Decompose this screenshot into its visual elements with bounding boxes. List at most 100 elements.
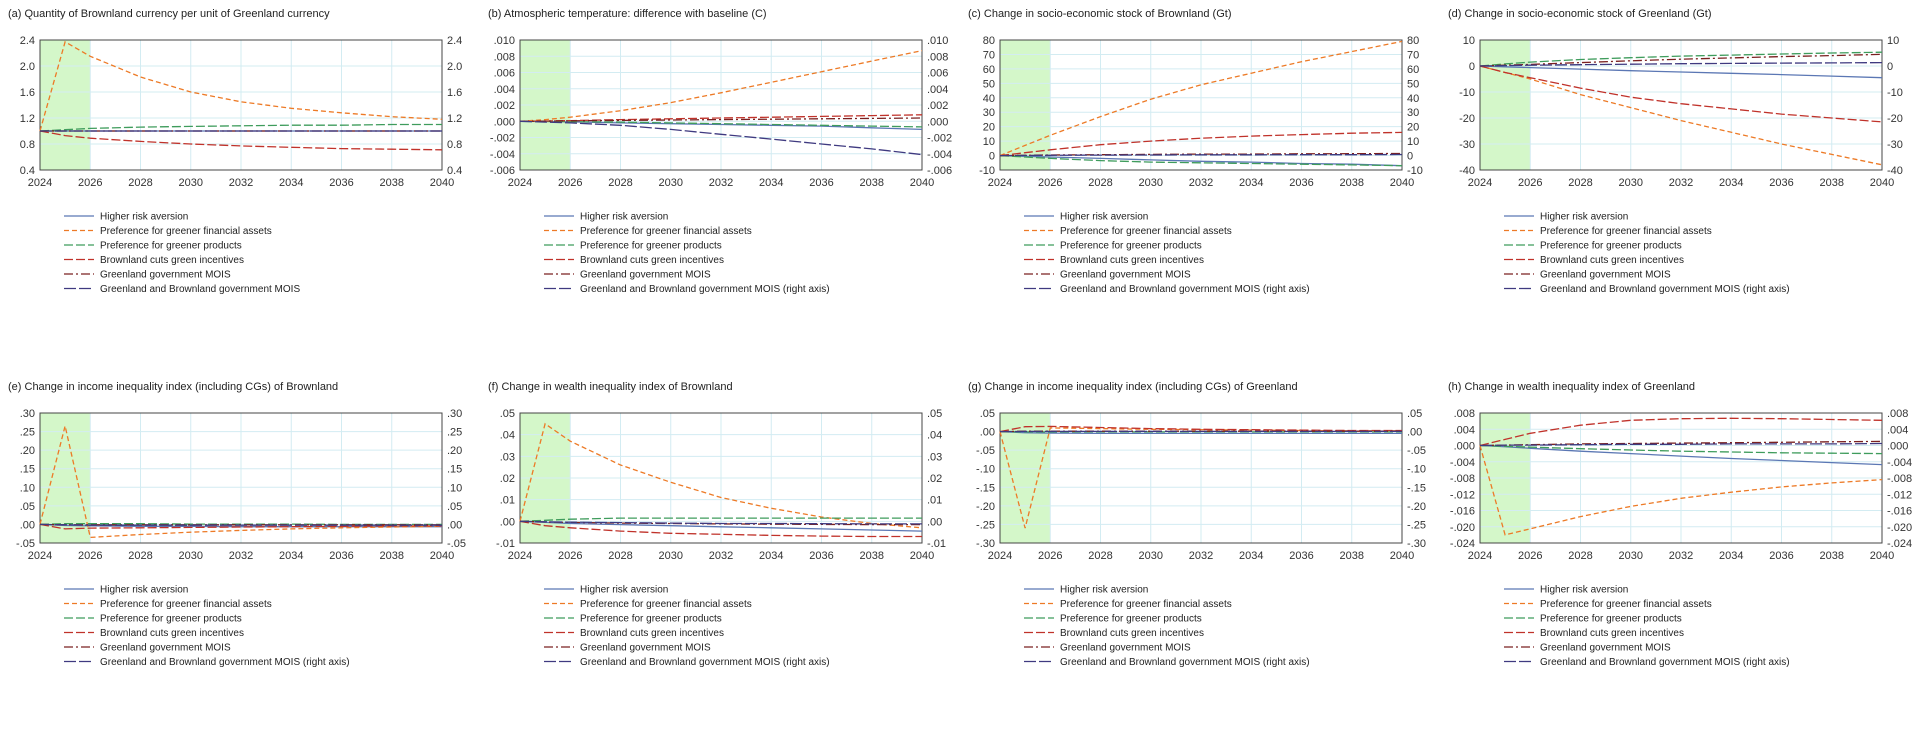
x-tick-label: 2040 <box>1390 177 1414 189</box>
y-tick-label-left: -.012 <box>1450 489 1475 501</box>
y-tick-label-left: 40 <box>983 93 995 105</box>
y-tick-label-right: .02 <box>927 473 942 485</box>
shaded-period <box>40 413 91 543</box>
series-line <box>1479 61 1883 67</box>
x-tick-label: 2036 <box>1289 177 1313 189</box>
y-tick-label-right: -40 <box>1887 165 1903 177</box>
y-tick-label-right: .00 <box>447 519 462 531</box>
y-tick-label-left: .008 <box>494 51 515 63</box>
y-tick-label-right: .05 <box>1407 408 1422 420</box>
y-tick-label-right: -.01 <box>927 538 946 550</box>
y-tick-label-right: .15 <box>447 464 462 476</box>
y-tick-label-right: .03 <box>927 451 942 463</box>
x-tick-label: 2026 <box>558 550 582 562</box>
series-line <box>999 425 1402 433</box>
chart-panel: (a) Quantity of Brownland currency per u… <box>0 0 480 373</box>
y-tick-label-left: .008 <box>1454 408 1475 420</box>
y-tick-label-left: -.10 <box>976 464 995 476</box>
legend-label: Preference for greener products <box>100 614 242 625</box>
y-tick-label-left: .00 <box>980 427 995 439</box>
y-tick-label-left: -.016 <box>1450 506 1475 518</box>
legend-label: Greenland government MOIS <box>1540 270 1671 281</box>
chart-svg: .05 .05 .00 .00 -.05 -.05 -.10 -.10 -.15 -.15 -.20… <box>976 408 1426 668</box>
x-tick-label: 2024 <box>508 177 532 189</box>
x-tick-label: 2032 <box>1189 550 1213 562</box>
y-tick-label-left: 70 <box>983 49 995 61</box>
y-tick-label-left: -.004 <box>1450 457 1475 469</box>
y-tick-label-right: .01 <box>927 495 942 507</box>
y-tick-label-left: .04 <box>500 430 515 442</box>
legend-label: Higher risk aversion <box>580 212 668 223</box>
series-line <box>519 520 923 532</box>
y-tick-label-right: 60 <box>1407 64 1419 76</box>
y-tick-label-right: -20 <box>1887 113 1903 125</box>
y-tick-label-left: 60 <box>983 64 995 76</box>
y-tick-label-left: .004 <box>1454 424 1475 436</box>
legend-label: Higher risk aversion <box>580 585 668 596</box>
y-tick-label-right: .002 <box>927 100 948 112</box>
chart-title: (f) Change in wealth inequality index of… <box>488 381 733 393</box>
chart-title: (b) Atmospheric temperature: difference … <box>488 8 767 20</box>
y-tick-label-left: .05 <box>500 408 515 420</box>
x-tick-label: 2032 <box>709 550 733 562</box>
legend-label: Greenland government MOIS <box>100 643 231 654</box>
y-tick-label-left: 80 <box>983 35 995 47</box>
y-tick-label-right: -.004 <box>927 149 952 161</box>
series-line <box>999 430 1402 435</box>
plot-frame <box>999 39 1403 171</box>
chart-svg: .05 .05 .04 .04 .03 .03 .02 .02 .01 .01 .00 .00 -.01… <box>496 408 946 668</box>
legend-label: Higher risk aversion <box>100 585 188 596</box>
legend-label: Greenland government MOIS <box>1540 643 1671 654</box>
series-line <box>1479 417 1883 447</box>
plot-frame <box>999 412 1403 544</box>
x-tick-label: 2024 <box>28 550 52 562</box>
y-tick-label-right: 40 <box>1407 93 1419 105</box>
y-tick-label-right: -.15 <box>1407 482 1426 494</box>
x-tick-label: 2030 <box>659 550 683 562</box>
x-tick-label: 2026 <box>1518 177 1542 189</box>
x-tick-label: 2040 <box>1870 177 1894 189</box>
chart-svg: .008 .008 .004 .004 .000 .000 -.004 -.004 -.008 -… <box>1450 408 1912 668</box>
x-tick-label: 2036 <box>1289 550 1313 562</box>
x-tick-label: 2036 <box>809 177 833 189</box>
y-tick-label-right: -10 <box>1887 87 1903 99</box>
y-tick-label-left: -.20 <box>976 501 995 513</box>
legend-label: Brownland cuts green incentives <box>100 255 244 266</box>
y-tick-label-left: -.004 <box>490 149 515 161</box>
legend-label: Brownland cuts green incentives <box>100 628 244 639</box>
x-tick-label: 2026 <box>1038 550 1062 562</box>
y-tick-label-left: .02 <box>500 473 515 485</box>
x-tick-label: 2036 <box>809 550 833 562</box>
y-tick-label-right: 80 <box>1407 35 1419 47</box>
x-tick-label: 2026 <box>558 177 582 189</box>
y-tick-label-left: 0.4 <box>20 165 35 177</box>
y-tick-label-left: .000 <box>494 116 515 128</box>
y-tick-label-left: .05 <box>980 408 995 420</box>
series-line <box>999 40 1403 157</box>
y-tick-label-right: .05 <box>447 501 462 513</box>
x-tick-label: 2034 <box>759 177 783 189</box>
y-tick-label-left: -40 <box>1459 165 1475 177</box>
legend-label: Preference for greener financial assets <box>580 226 752 237</box>
y-tick-label-right: 0 <box>1887 61 1893 73</box>
y-tick-label-right: .00 <box>1407 427 1422 439</box>
legend-label: Brownland cuts green incentives <box>580 255 724 266</box>
y-tick-label-right: -.05 <box>1407 445 1426 457</box>
series-line <box>1479 444 1883 455</box>
legend-label: Greenland government MOIS <box>1060 643 1191 654</box>
x-tick-label: 2028 <box>128 177 152 189</box>
x-tick-label: 2026 <box>1038 177 1062 189</box>
legend-label: Preference for greener financial assets <box>1060 226 1232 237</box>
y-tick-label-right: .006 <box>927 68 948 80</box>
y-tick-label-left: -.01 <box>496 538 515 550</box>
y-tick-label-left: .25 <box>20 427 35 439</box>
legend-label: Preference for greener financial assets <box>1540 226 1712 237</box>
series-line <box>999 131 1403 157</box>
chart-title: (h) Change in wealth inequality index of… <box>1448 381 1696 393</box>
x-tick-label: 2030 <box>1139 177 1163 189</box>
shaded-period <box>1000 413 1051 543</box>
x-tick-label: 2040 <box>910 177 934 189</box>
series-line <box>39 523 442 530</box>
x-tick-label: 2034 <box>279 177 303 189</box>
x-tick-label: 2040 <box>430 550 454 562</box>
